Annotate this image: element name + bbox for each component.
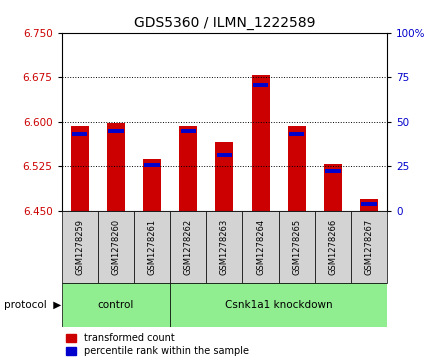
Bar xyxy=(288,126,306,211)
Bar xyxy=(143,159,161,211)
Bar xyxy=(72,132,88,136)
Bar xyxy=(279,211,315,283)
Bar xyxy=(315,211,351,283)
Bar xyxy=(134,211,170,283)
Bar xyxy=(242,211,279,283)
Text: GSM1278265: GSM1278265 xyxy=(292,219,301,275)
Text: GSM1278260: GSM1278260 xyxy=(111,219,121,275)
Bar xyxy=(253,83,268,87)
Bar xyxy=(170,283,387,327)
Bar xyxy=(206,211,242,283)
Bar xyxy=(361,202,377,206)
Bar xyxy=(170,211,206,283)
Text: GSM1278264: GSM1278264 xyxy=(256,219,265,275)
Bar xyxy=(98,211,134,283)
Text: Csnk1a1 knockdown: Csnk1a1 knockdown xyxy=(225,300,333,310)
Text: GSM1278259: GSM1278259 xyxy=(75,219,84,275)
Bar xyxy=(179,126,197,211)
Bar xyxy=(180,129,196,134)
Bar xyxy=(325,169,341,173)
Bar xyxy=(71,126,89,211)
Text: GSM1278267: GSM1278267 xyxy=(365,219,374,275)
Text: GSM1278262: GSM1278262 xyxy=(184,219,193,275)
Bar xyxy=(215,142,234,211)
Legend: transformed count, percentile rank within the sample: transformed count, percentile rank withi… xyxy=(66,333,249,356)
Text: GSM1278261: GSM1278261 xyxy=(147,219,157,275)
Bar xyxy=(107,123,125,211)
Title: GDS5360 / ILMN_1222589: GDS5360 / ILMN_1222589 xyxy=(134,16,315,30)
Bar xyxy=(360,199,378,211)
Bar xyxy=(144,163,160,167)
Bar xyxy=(351,211,387,283)
Bar xyxy=(289,132,304,136)
Bar xyxy=(252,76,270,211)
Bar xyxy=(217,153,232,157)
Bar xyxy=(108,129,124,134)
Bar xyxy=(62,211,98,283)
Bar xyxy=(324,164,342,211)
Text: GSM1278266: GSM1278266 xyxy=(328,219,337,275)
Text: GSM1278263: GSM1278263 xyxy=(220,219,229,275)
Text: protocol  ▶: protocol ▶ xyxy=(4,300,62,310)
Bar xyxy=(62,283,170,327)
Text: control: control xyxy=(98,300,134,310)
